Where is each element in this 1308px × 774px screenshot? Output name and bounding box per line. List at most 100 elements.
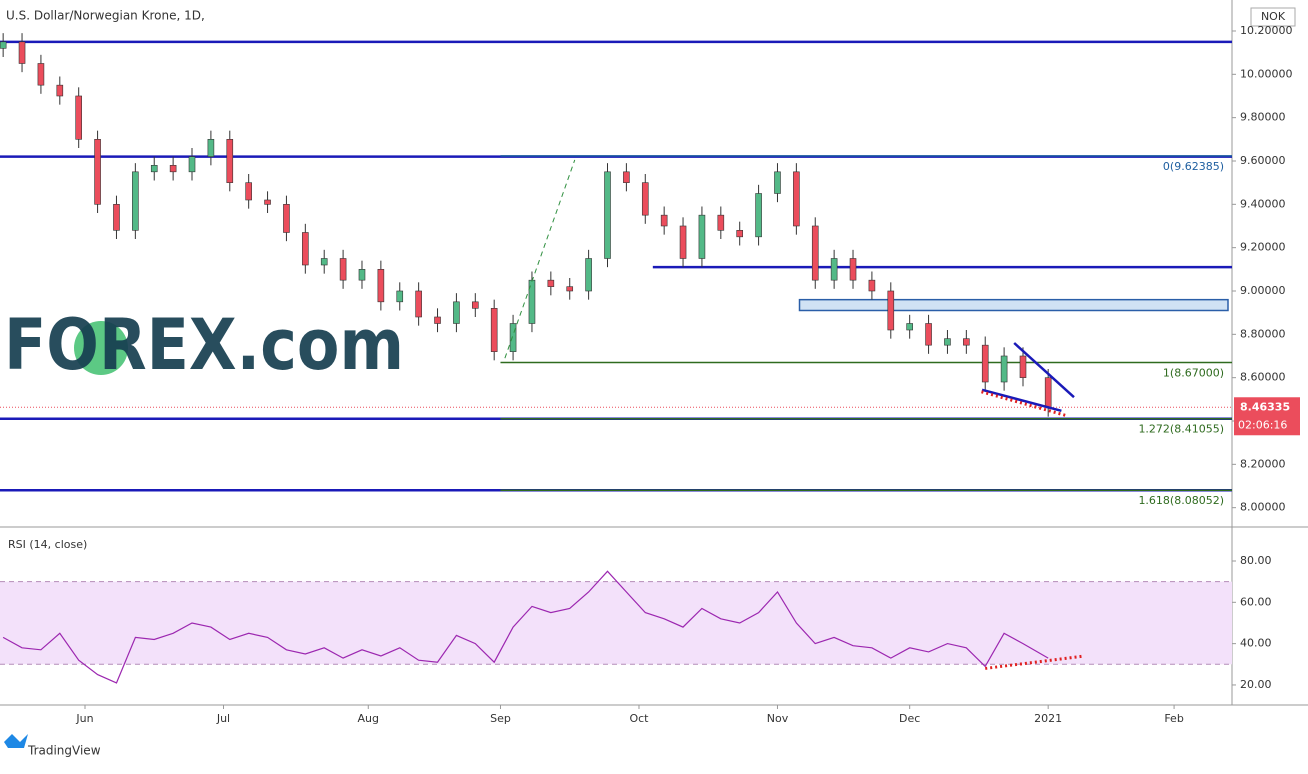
candle-body [188, 156, 196, 173]
candle-body [698, 214, 706, 259]
currency-box [1250, 7, 1296, 27]
tv-icon [4, 734, 28, 748]
last-price: 8.46335 [1240, 400, 1290, 413]
y-tick-label: 10.20000 [1240, 24, 1293, 37]
candle-body [830, 258, 838, 281]
candle-body [811, 225, 819, 281]
candle-body [509, 323, 517, 352]
candle-body [566, 286, 574, 292]
candle-body [207, 139, 215, 157]
candle-body [113, 204, 120, 231]
currency: NOK [1261, 10, 1286, 23]
candle-body [339, 258, 347, 281]
rsi-band [0, 581, 1232, 665]
candle-body [226, 139, 234, 183]
candle-body [736, 230, 744, 238]
y-tick-label: 10.00000 [1240, 67, 1293, 80]
candle-body [793, 171, 800, 227]
candle-body [868, 279, 876, 292]
fib-label: 0(9.62385) [1163, 160, 1224, 173]
rsi-line [2, 570, 1049, 684]
candle-body [604, 171, 611, 259]
candle-body [471, 301, 479, 309]
candle-body [264, 199, 271, 205]
fib-label: 1.618(8.08052) [1138, 494, 1224, 507]
fib-label: 1.272(8.41055) [1138, 423, 1224, 436]
x-tick-label: Nov [767, 712, 789, 725]
footer: TradingView [27, 744, 101, 758]
x-tick-label: Jul [216, 712, 230, 725]
candle-body [490, 308, 498, 352]
y-tick-label: 20.00 [1240, 678, 1272, 691]
candle-body [302, 232, 309, 266]
x-tick-label: Aug [358, 712, 379, 725]
y-tick-label: 80.00 [1240, 554, 1272, 567]
candle-body [377, 269, 385, 303]
x-tick-label: Jun [75, 712, 93, 725]
trendline [981, 388, 1062, 413]
y-tick-label: 60.00 [1240, 595, 1272, 608]
candle-body [453, 301, 460, 324]
candle-body [132, 171, 139, 231]
y-tick-label: 9.40000 [1240, 197, 1286, 210]
x-tick-label: Feb [1164, 712, 1183, 725]
pane-title: RSI (14, close) [8, 538, 87, 551]
candle-body [1000, 355, 1008, 383]
candle-body [358, 269, 366, 281]
candle-body [94, 139, 101, 205]
candle-body [434, 316, 441, 324]
y-tick-label: 9.00000 [1240, 284, 1286, 297]
candle-body [0, 41, 7, 49]
fib-label: 1(8.67000) [1163, 366, 1224, 379]
candle-body [37, 63, 45, 86]
candle-body [963, 338, 970, 346]
y-tick-label: 9.60000 [1240, 154, 1286, 167]
candle-body [1044, 377, 1052, 408]
candle-body [415, 290, 422, 318]
candle-body [283, 204, 290, 233]
candle-body [150, 165, 158, 173]
candle-body [944, 338, 951, 346]
candle-body [56, 84, 64, 97]
x-tick-label: Dec [899, 712, 920, 725]
candle-body [1019, 355, 1027, 378]
zone [798, 298, 1229, 312]
y-tick-label: 8.20000 [1240, 457, 1286, 470]
x-tick-label: 2021 [1034, 712, 1062, 725]
candle-body [585, 258, 592, 292]
candle-body [396, 290, 404, 303]
y-tick-label: 8.00000 [1240, 501, 1286, 514]
trendline [504, 159, 576, 359]
candle-body [981, 344, 989, 383]
candle-body [906, 323, 913, 331]
logo: FOREX.com [4, 304, 404, 386]
x-tick-label: Sep [490, 712, 511, 725]
trendline [985, 654, 1085, 670]
y-tick-label: 40.00 [1240, 637, 1272, 650]
candle-body [18, 41, 26, 64]
chart-title: U.S. Dollar/Norwegian Krone, 1D, [6, 9, 205, 23]
candle-body [623, 171, 630, 183]
y-tick-label: 8.80000 [1240, 327, 1286, 340]
candle-body [75, 95, 82, 140]
y-tick-label: 8.60000 [1240, 371, 1286, 384]
candle-body [641, 182, 649, 216]
x-tick-label: Oct [629, 712, 649, 725]
candle-body [320, 258, 328, 266]
candle-body [547, 279, 555, 287]
y-tick-label: 9.20000 [1240, 241, 1286, 254]
candle-body [169, 165, 177, 173]
candle-body [925, 323, 932, 346]
candle-body [755, 193, 762, 238]
candle-body [717, 214, 725, 231]
logo-mark [74, 321, 128, 375]
candle-body [849, 258, 857, 281]
candle-body [887, 290, 895, 331]
countdown: 02:06:16 [1238, 418, 1287, 431]
candle-body [660, 214, 668, 227]
trendline [1013, 342, 1075, 399]
last-price-badge [1234, 397, 1300, 436]
y-tick-label: 9.80000 [1240, 111, 1286, 124]
